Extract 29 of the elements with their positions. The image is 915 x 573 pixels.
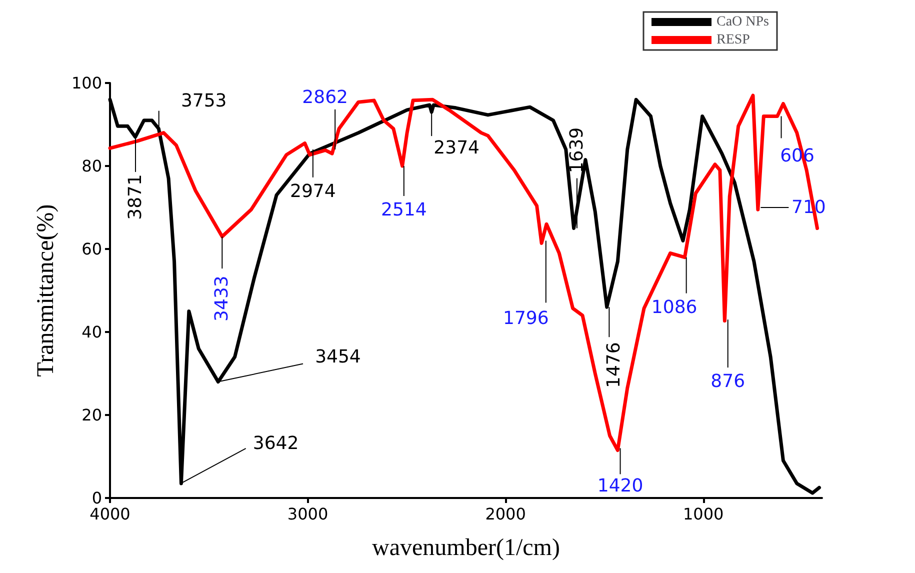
annotation: 3433 — [212, 276, 233, 322]
y-tick-label: 0 — [92, 488, 102, 508]
x-axis-title: wavenumber(1/cm) — [372, 535, 560, 561]
y-tick-label: 20 — [82, 406, 102, 424]
annotation: 1796 — [502, 308, 549, 330]
annotation: 3642 — [252, 432, 299, 454]
x-tick-label: 3000 — [287, 504, 328, 524]
annotation: 1086 — [651, 296, 698, 318]
annotation: 1639 — [566, 127, 588, 174]
x-tick-label: 2000 — [485, 504, 526, 524]
x-tick-label: 4000 — [90, 504, 130, 524]
annotation: 876 — [710, 371, 746, 392]
y-tick-label: 80 — [82, 156, 102, 176]
y-tick-label: 100 — [71, 74, 102, 92]
annotation: 3871 — [125, 174, 146, 220]
annotation: 2974 — [290, 180, 336, 202]
annotation: 2862 — [302, 86, 348, 108]
y-tick-label: 60 — [82, 240, 102, 258]
y-axis-title: Transmittance(%) — [33, 204, 59, 377]
annotation: 1420 — [597, 476, 644, 497]
annotation: 1476 — [604, 342, 625, 388]
legend-label: CaO NPs — [716, 14, 770, 30]
legend-label: RESP — [716, 32, 750, 48]
x-tick-label: 1000 — [682, 504, 724, 524]
annotation: 2374 — [434, 138, 480, 159]
annotation: 3753 — [180, 90, 227, 112]
annotation: 3454 — [315, 346, 361, 368]
y-tick-label: 40 — [82, 322, 102, 342]
annotation: 2514 — [380, 200, 427, 220]
